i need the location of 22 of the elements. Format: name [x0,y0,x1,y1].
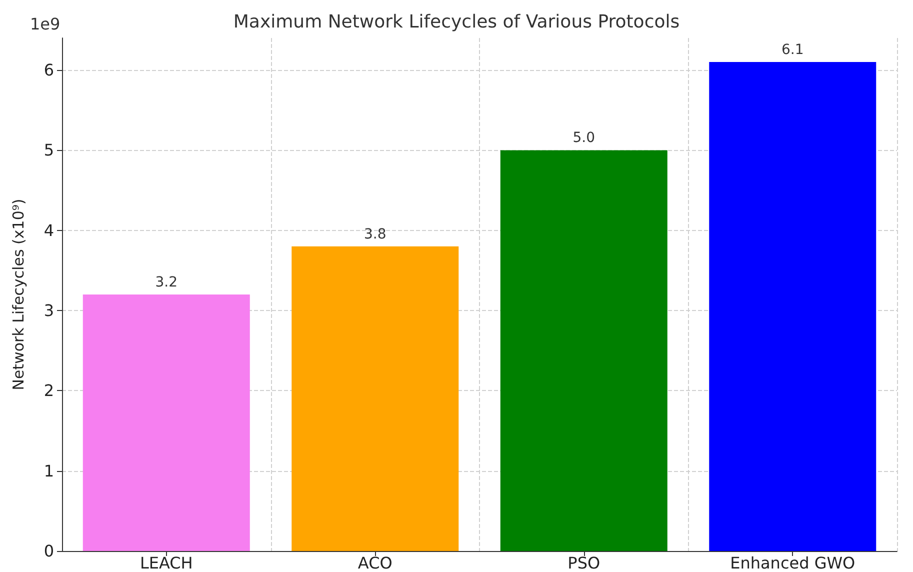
y-tick-label: 6 [44,60,54,80]
chart-title: Maximum Network Lifecycles of Various Protocols [233,12,680,32]
y-tick-label: 5 [44,140,54,160]
x-tick-label: ACO [358,554,392,572]
y-tick-label: 1 [44,461,54,480]
bar [500,150,668,551]
data-label: 3.2 [155,274,178,290]
y-tick-label: 3 [44,301,54,320]
bar [709,62,876,551]
x-tick-label: Enhanced GWO [730,554,856,572]
y-tick-label: 0 [44,542,54,560]
x-tick-label: LEACH [140,554,193,572]
text: 1e9 [30,14,60,34]
x-tick-label: PSO [568,554,600,572]
y-axis-title: Network Lifecycles (x10⁹) [10,198,28,390]
bar [292,246,459,551]
data-label: 6.1 [781,42,804,58]
data-label: 5.0 [572,130,596,146]
data-label: 3.8 [364,226,386,242]
bar [82,294,250,551]
y-tick-label: 2 [44,381,54,400]
y-tick-label: 4 [44,220,54,240]
